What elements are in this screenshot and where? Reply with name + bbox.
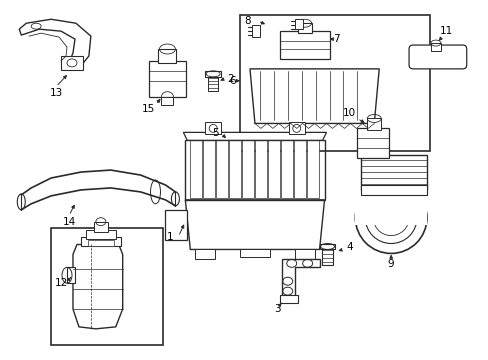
Bar <box>205 122 221 134</box>
Bar <box>240 249 269 257</box>
Text: 15: 15 <box>142 104 155 113</box>
Bar <box>205 71 221 77</box>
Polygon shape <box>73 244 122 329</box>
Polygon shape <box>185 200 324 249</box>
Bar <box>242 140 253 198</box>
Text: 10: 10 <box>342 108 355 117</box>
Text: 1: 1 <box>167 231 173 242</box>
Bar <box>158 49 176 63</box>
Bar <box>81 237 121 247</box>
Bar <box>306 140 318 198</box>
Bar <box>321 247 333 265</box>
Bar <box>355 155 426 225</box>
Bar <box>251 25 260 37</box>
Bar <box>185 140 324 200</box>
Bar <box>240 15 429 151</box>
Bar <box>228 140 241 198</box>
Text: 14: 14 <box>62 217 76 227</box>
Ellipse shape <box>171 192 179 206</box>
Bar <box>361 185 426 195</box>
Bar <box>51 228 163 345</box>
Bar <box>208 75 218 91</box>
Polygon shape <box>357 129 388 158</box>
Text: 7: 7 <box>332 34 339 44</box>
Bar <box>190 140 202 198</box>
Bar <box>254 140 266 198</box>
Bar <box>294 249 314 260</box>
Bar <box>61 56 83 70</box>
Text: 12: 12 <box>54 278 67 288</box>
Bar <box>88 239 114 247</box>
Bar <box>280 140 292 198</box>
Bar <box>67 267 75 283</box>
Text: 2: 2 <box>226 74 233 84</box>
Bar <box>279 31 329 59</box>
Polygon shape <box>19 19 91 66</box>
Bar <box>319 243 335 249</box>
Bar <box>216 140 227 198</box>
Ellipse shape <box>365 192 416 243</box>
Ellipse shape <box>372 200 408 235</box>
Polygon shape <box>361 155 426 190</box>
Text: 8: 8 <box>244 16 251 26</box>
Bar <box>279 295 297 303</box>
Bar <box>288 122 304 134</box>
Bar <box>86 230 116 239</box>
Bar <box>203 140 215 198</box>
Bar <box>94 222 107 231</box>
Bar <box>297 23 311 33</box>
Polygon shape <box>281 260 319 297</box>
Bar <box>161 96 173 105</box>
Bar <box>294 19 302 29</box>
Bar <box>165 210 187 239</box>
Polygon shape <box>249 69 379 123</box>
Text: 3: 3 <box>274 304 281 314</box>
Text: 6: 6 <box>228 76 235 86</box>
Bar <box>148 61 186 96</box>
Text: 11: 11 <box>439 26 452 36</box>
Ellipse shape <box>355 182 426 253</box>
Bar <box>366 118 381 130</box>
Text: 5: 5 <box>211 129 218 138</box>
Bar <box>293 140 305 198</box>
Bar <box>430 43 440 51</box>
Bar <box>195 249 215 260</box>
Text: 9: 9 <box>387 259 394 269</box>
Bar <box>267 140 279 198</box>
Polygon shape <box>183 132 326 140</box>
Text: 13: 13 <box>49 88 62 98</box>
Ellipse shape <box>17 194 25 210</box>
Text: 4: 4 <box>346 243 352 252</box>
FancyBboxPatch shape <box>408 45 466 69</box>
